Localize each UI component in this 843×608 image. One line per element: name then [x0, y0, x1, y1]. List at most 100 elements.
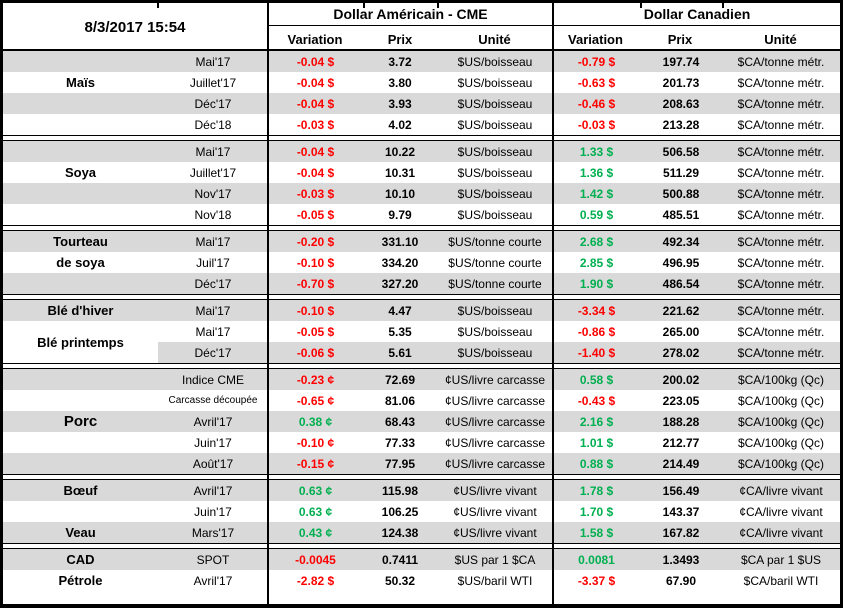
ca-variation-cell: 1.36 $: [579, 165, 614, 180]
ca-unite-cell: $CA/100kg (Qc): [737, 456, 825, 471]
us-prix-cell: 115.98: [381, 483, 419, 498]
us-variation-cell: -0.03 $: [296, 117, 335, 132]
commodity-cell: [3, 432, 158, 453]
table-row: Nov'18 -0.05 $ 9.79 $US/boisseau 0.59 $ …: [3, 204, 840, 225]
section-separator: [3, 474, 840, 480]
us-prix-cell: 77.33: [384, 435, 416, 450]
section-soya: Mai'17 -0.04 $ 10.22 $US/boisseau 1.33 $…: [3, 141, 840, 225]
ca-variation-cell: 1.01 $: [579, 435, 614, 450]
ca-prix-cell: 167.82: [662, 525, 700, 540]
us-variation-cell: -0.70 $: [296, 276, 335, 291]
us-variation-cell: -0.04 $: [296, 96, 335, 111]
table-row: Bœuf Avril'17 0.63 ¢ 115.98 ¢US/livre vi…: [3, 480, 840, 501]
table-row: de soya Juil'17 -0.10 $ 334.20 $US/tonne…: [3, 252, 840, 273]
ca-prix-cell: 500.88: [662, 186, 700, 201]
us-variation-cell: -0.65 ¢: [296, 393, 335, 408]
us-prix-cell: 10.10: [384, 186, 416, 201]
ca-variation-cell: 1.70 $: [579, 504, 614, 519]
ca-variation-cell: 1.58 $: [579, 525, 614, 540]
us-prix-header: Prix: [387, 31, 413, 47]
ca-prix-header: Prix: [667, 31, 693, 47]
ca-variation-cell: 1.90 $: [579, 276, 614, 291]
commodity-label-porc: Porc: [63, 413, 98, 430]
commodity-label-tourteau-line2: de soya: [56, 255, 105, 270]
commodity-cell: [3, 93, 158, 114]
section-separator: [3, 294, 840, 300]
ca-prix-cell: 143.37: [662, 504, 700, 519]
us-variation-cell: 0.38 ¢: [298, 414, 333, 429]
ca-variation-cell: 2.85 $: [579, 255, 614, 270]
ca-prix-cell: 486.54: [662, 276, 700, 291]
us-unite-cell: $US/boisseau: [457, 75, 533, 90]
us-variation-cell: -0.04 $: [296, 54, 335, 69]
ca-unite-cell: $CA/tonne métr.: [737, 117, 825, 132]
month-cell: Juin'17: [194, 435, 232, 450]
commodity-cell: [3, 390, 158, 411]
us-variation-cell: 0.43 ¢: [298, 525, 333, 540]
commodity-cell: [3, 369, 158, 390]
commodity-cell: [3, 114, 158, 135]
commodity-cell: [3, 51, 158, 72]
table-row: Maïs Juillet'17 -0.04 $ 3.80 $US/boissea…: [3, 72, 840, 93]
ca-unite-header: Unité: [764, 31, 797, 47]
commodity-cell: [3, 141, 158, 162]
month-cell: Août'17: [192, 456, 234, 471]
us-variation-cell: -0.10 ¢: [296, 435, 335, 450]
ca-prix-cell: 208.63: [662, 96, 700, 111]
us-variation-cell: -0.04 $: [296, 165, 335, 180]
ca-variation-cell: 1.78 $: [579, 483, 614, 498]
month-cell: Déc'18: [194, 117, 232, 132]
month-cell: Mai'17: [195, 324, 231, 339]
table-row: Indice CME -0.23 ¢ 72.69 ¢US/livre carca…: [3, 369, 840, 390]
us-prix-cell: 68.43: [384, 414, 416, 429]
us-variation-cell: -0.06 $: [296, 345, 335, 360]
us-variation-cell: -0.04 $: [296, 144, 335, 159]
timestamp: 8/3/2017 15:54: [84, 18, 186, 36]
top-tick: [363, 3, 365, 8]
us-prix-cell: 124.38: [381, 525, 419, 540]
section-tourteau: Tourteau Mai'17 -0.20 $ 331.10 $US/tonne…: [3, 231, 840, 294]
us-unite-cell: $US par 1 $CA: [454, 552, 536, 567]
ca-prix-cell: 67.90: [665, 573, 697, 588]
commodity-label-mais: Maïs: [66, 75, 95, 90]
top-tick: [157, 3, 159, 8]
month-cell: Juin'17: [194, 504, 232, 519]
ca-variation-header: Variation: [568, 31, 623, 47]
ca-unite-cell: $CA/tonne métr.: [737, 54, 825, 69]
us-unite-cell: ¢US/livre carcasse: [444, 372, 546, 387]
ca-prix-cell: 213.28: [662, 117, 700, 132]
month-cell: Juillet'17: [189, 75, 237, 90]
us-prix-cell: 106.25: [381, 504, 419, 519]
month-cell: Juil'17: [196, 255, 230, 270]
commodity-cell: [3, 204, 158, 225]
ca-prix-cell: 492.34: [662, 234, 700, 249]
section-separator: [3, 543, 840, 549]
us-variation-cell: -0.15 ¢: [296, 456, 335, 471]
section-ble: Blé printemps Blé d'hiver Mai'17 -0.10 $…: [3, 300, 840, 363]
ca-prix-cell: 201.73: [662, 75, 700, 90]
month-cell: Nov'17: [194, 186, 232, 201]
ca-variation-cell: 1.33 $: [579, 144, 614, 159]
month-cell: Nov'18: [194, 207, 232, 222]
us-unite-cell: $US/boisseau: [457, 186, 533, 201]
ca-prix-cell: 221.62: [662, 303, 700, 318]
us-unite-cell: $US/boisseau: [457, 144, 533, 159]
us-unite-cell: $US/tonne courte: [448, 255, 542, 270]
ca-unite-cell: $CA/100kg (Qc): [737, 435, 825, 450]
us-unite-cell: $US/boisseau: [457, 345, 533, 360]
ca-prix-cell: 156.49: [662, 483, 700, 498]
ca-unite-cell: $CA/tonne métr.: [737, 234, 825, 249]
ca-variation-cell: -1.40 $: [577, 345, 616, 360]
us-prix-cell: 4.02: [388, 117, 412, 132]
ca-prix-cell: 1.3493: [662, 552, 700, 567]
ca-unite-cell: ¢CA/livre vivant: [739, 504, 823, 519]
month-cell: Mars'17: [191, 525, 235, 540]
table-row: Pétrole Avril'17 -2.82 $ 50.32 $US/baril…: [3, 570, 840, 591]
ca-variation-cell: -0.79 $: [577, 54, 616, 69]
commodity-label-soya: Soya: [64, 165, 97, 180]
month-cell: Carcasse découpée: [168, 395, 258, 406]
section-porc: Indice CME -0.23 ¢ 72.69 ¢US/livre carca…: [3, 369, 840, 474]
month-cell: Déc'17: [194, 96, 232, 111]
divider-ca-section: [552, 3, 554, 604]
us-prix-cell: 3.93: [388, 96, 412, 111]
